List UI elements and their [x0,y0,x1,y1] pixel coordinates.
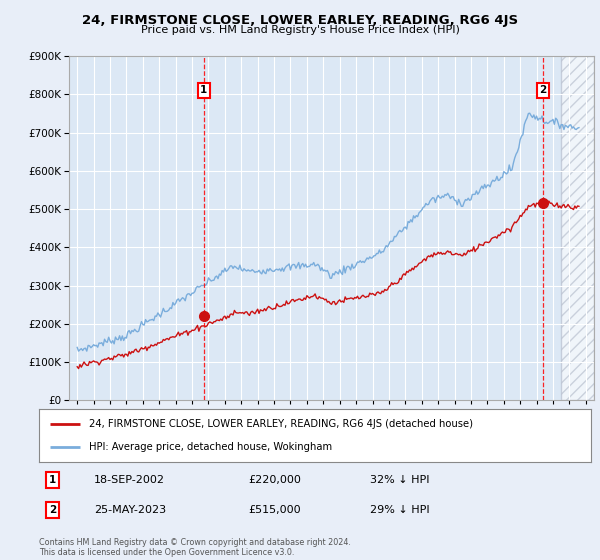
Text: 1: 1 [49,475,56,484]
Text: 1: 1 [200,86,208,95]
Text: 25-MAY-2023: 25-MAY-2023 [94,505,166,515]
Text: 32% ↓ HPI: 32% ↓ HPI [370,475,430,484]
Text: 18-SEP-2002: 18-SEP-2002 [94,475,165,484]
Text: 29% ↓ HPI: 29% ↓ HPI [370,505,430,515]
Bar [561,56,594,400]
Text: £515,000: £515,000 [249,505,301,515]
Text: HPI: Average price, detached house, Wokingham: HPI: Average price, detached house, Woki… [89,442,332,452]
Text: 24, FIRMSTONE CLOSE, LOWER EARLEY, READING, RG6 4JS: 24, FIRMSTONE CLOSE, LOWER EARLEY, READI… [82,14,518,27]
Text: 2: 2 [49,505,56,515]
Text: Price paid vs. HM Land Registry's House Price Index (HPI): Price paid vs. HM Land Registry's House … [140,25,460,35]
Text: 2: 2 [539,86,547,95]
Text: Contains HM Land Registry data © Crown copyright and database right 2024.
This d: Contains HM Land Registry data © Crown c… [39,538,351,557]
Text: £220,000: £220,000 [249,475,302,484]
Text: 24, FIRMSTONE CLOSE, LOWER EARLEY, READING, RG6 4JS (detached house): 24, FIRMSTONE CLOSE, LOWER EARLEY, READI… [89,419,473,429]
